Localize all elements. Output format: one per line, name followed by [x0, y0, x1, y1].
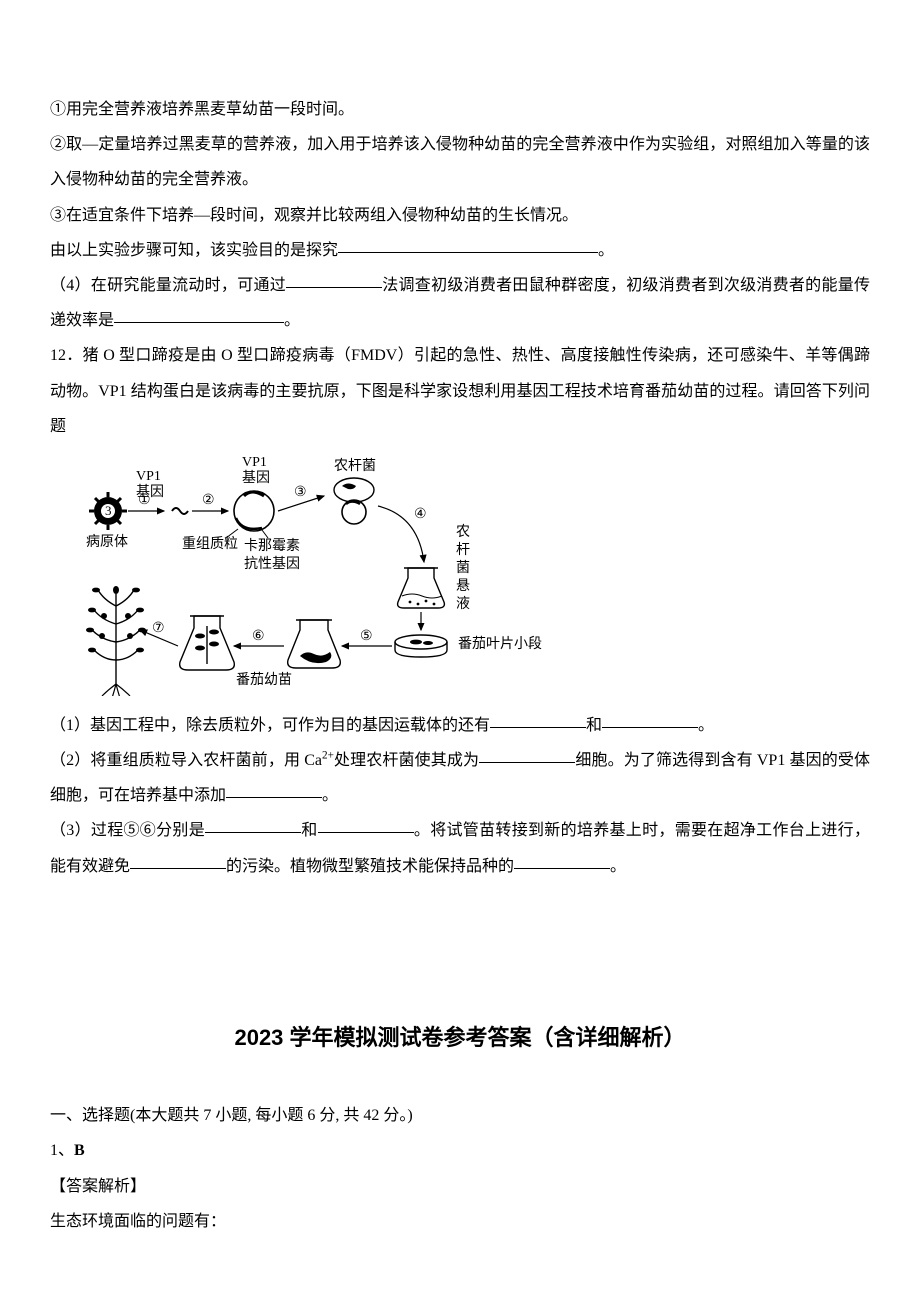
section-heading-text: 一、选择题(本大题共 7 小题, 每小题 6 分, 共 42 分。) [50, 1107, 413, 1124]
circ-2: ② [202, 493, 215, 508]
q12-1-mid: 和 [586, 717, 602, 734]
circ-4: ④ [414, 507, 427, 522]
label-gene-top: 基因 [242, 469, 270, 486]
label-vp1-left: VP1 [136, 469, 161, 484]
answer-key-title-text: 2023 学年模拟测试卷参考答案（含详细解析） [234, 1025, 685, 1050]
q12-3-mid1: 和 [301, 822, 318, 839]
q12-1: （1）基因工程中，除去质粒外，可作为目的基因运载体的还有 和 。 [50, 708, 870, 743]
kana-leader [262, 530, 268, 538]
section-heading: 一、选择题(本大题共 7 小题, 每小题 6 分, 共 42 分。) [50, 1098, 870, 1133]
q12-stem-text: 12．猪 O 型口蹄疫是由 O 型口蹄疫病毒（FMDV）引起的急性、热性、高度接… [50, 347, 870, 434]
label-tomato-leaf: 番茄叶片小段 [458, 635, 542, 652]
label-suspension-5: 液 [456, 596, 470, 612]
q12-3-post: 。 [610, 858, 626, 875]
plasmid-vp1-arc [244, 492, 264, 496]
pathogen-icon: 3 [89, 492, 127, 530]
answer-q1-ans: B [74, 1142, 85, 1159]
q4-post: 。 [284, 312, 300, 329]
analysis-text: 生态环境面临的问题有： [50, 1204, 870, 1239]
label-suspension-4: 悬 [456, 579, 470, 594]
flask-seedling-icon [180, 616, 235, 670]
label-suspension-1: 农 [456, 524, 470, 540]
analysis-label-text: 【答案解析】 [50, 1178, 146, 1195]
agrobac-plasmid-arc [346, 501, 360, 504]
exp-purpose-line: 由以上实验步骤可知，该实验目的是探究 。 [50, 233, 870, 268]
step-1-text: ①用完全营养液培养黑麦草幼苗一段时间。 [50, 101, 354, 118]
q12-2-sup: 2+ [322, 750, 334, 762]
q12-3-mid3: 的污染。植物微型繁殖技术能保持品种的 [226, 858, 514, 875]
step-2-text: ②取—定量培养过黑麦草的营养液，加入用于培养该入侵物种幼苗的完全营养液中作为实验… [50, 136, 870, 188]
answer-q1: 1、B [50, 1133, 870, 1168]
q12-stem: 12．猪 O 型口蹄疫是由 O 型口蹄疫病毒（FMDV）引起的急性、热性、高度接… [50, 338, 870, 444]
step-3: ③在适宜条件下培养—段时间，观察并比较两组入侵物种幼苗的生长情况。 [50, 198, 870, 233]
gene-engineering-diagram: 3 病原体 ① VP1 基因 ② VP1 基因 重组质粒 卡那霉素 抗性基因 ③… [86, 456, 586, 696]
exp-purpose-post: 。 [598, 242, 614, 259]
circ-6: ⑥ [252, 629, 265, 644]
flask-suspension-icon [398, 568, 445, 608]
blank-12-2b [226, 782, 322, 798]
flask-callus-icon [288, 620, 341, 668]
q12-3: （3）过程⑤⑥分别是和。将试管苗转接到新的培养基上时，需要在超净工作台上进行，能… [50, 813, 870, 883]
label-tomato-seedling: 番茄幼苗 [236, 671, 292, 688]
q4-pre: （4）在研究能量流动时，可通过 [50, 277, 286, 294]
q4-line: （4）在研究能量流动时，可通过法调查初级消费者田鼠种群密度，初级消费者到次级消费… [50, 268, 870, 338]
q12-2: （2）将重组质粒导入农杆菌前，用 Ca2+处理农杆菌使其成为细胞。为了筛选得到含… [50, 743, 870, 813]
circ-7: ⑦ [152, 621, 165, 636]
label-agrobac: 农杆菌 [334, 458, 376, 474]
label-suspension-2: 杆 [456, 542, 470, 558]
blank-purpose [338, 237, 598, 253]
svg-text:3: 3 [105, 503, 112, 518]
blank-q4b [114, 307, 284, 323]
agrobac-blob [342, 483, 356, 489]
blank-12-1a [490, 712, 586, 728]
step-1: ①用完全营养液培养黑麦草幼苗一段时间。 [50, 92, 870, 127]
tomato-plant-roots [102, 684, 130, 696]
label-recomb: 重组质粒 [182, 536, 238, 552]
analysis-text-body: 生态环境面临的问题有： [50, 1213, 226, 1230]
exp-purpose-pre: 由以上实验步骤可知，该实验目的是探究 [50, 242, 338, 259]
q12-1-pre: （1）基因工程中，除去质粒外，可作为目的基因运载体的还有 [50, 717, 490, 734]
label-kana1: 卡那霉素 [244, 538, 300, 554]
blank-12-3b [318, 817, 414, 833]
circ-3: ③ [294, 485, 307, 500]
q12-2-post: 。 [322, 787, 338, 804]
agrobac-plasmid [342, 500, 366, 524]
agrobac-outer [334, 478, 374, 502]
answer-key-title: 2023 学年模拟测试卷参考答案（含详细解析） [50, 1014, 870, 1062]
petri-leaf2 [423, 641, 433, 645]
diagram-svg: 3 病原体 ① VP1 基因 ② VP1 基因 重组质粒 卡那霉素 抗性基因 ③… [86, 456, 586, 696]
label-pathogen: 病原体 [86, 534, 128, 550]
q12-2-pre: （2）将重组质粒导入农杆菌前，用 Ca [50, 752, 322, 769]
blank-12-1b [602, 712, 698, 728]
q12-3-pre: （3）过程⑤⑥分别是 [50, 822, 205, 839]
label-vp1-top: VP1 [242, 456, 267, 470]
petri-leaf1 [410, 639, 422, 644]
blank-12-2a [479, 747, 575, 763]
q12-1-post: 。 [698, 717, 714, 734]
plasmid-kana-arc [236, 518, 262, 529]
blank-12-3c [130, 853, 226, 869]
circ-5: ⑤ [360, 629, 373, 644]
analysis-label: 【答案解析】 [50, 1169, 870, 1204]
label-gene-left: 基因 [136, 483, 164, 500]
q12-2-mid1: 处理农杆菌使其成为 [334, 752, 479, 769]
vp1-gene-fragment [172, 508, 188, 514]
step-2: ②取—定量培养过黑麦草的营养液，加入用于培养该入侵物种幼苗的完全营养液中作为实验… [50, 127, 870, 197]
answer-q1-num: 1、 [50, 1142, 74, 1159]
step-3-text: ③在适宜条件下培养—段时间，观察并比较两组入侵物种幼苗的生长情况。 [50, 207, 578, 224]
blank-12-3a [205, 817, 301, 833]
label-kana2: 抗性基因 [244, 555, 300, 572]
blank-12-3d [514, 853, 610, 869]
label-suspension-3: 菌 [456, 560, 470, 576]
blank-q4a [286, 272, 382, 288]
